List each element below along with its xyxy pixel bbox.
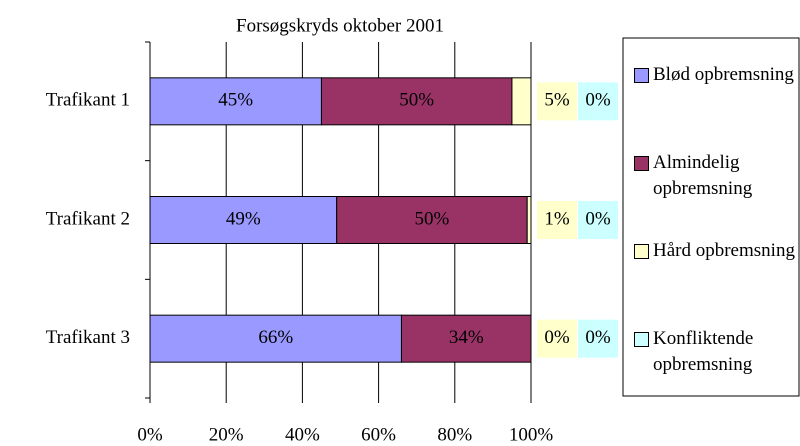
bar-segment <box>149 77 322 126</box>
data-label-bg <box>537 201 577 239</box>
bar-segment <box>320 77 513 126</box>
data-label-bg <box>537 319 577 358</box>
x-tick-label: 20% <box>209 424 244 445</box>
data-label-bg <box>578 82 618 121</box>
data-label: 50% <box>399 90 434 111</box>
data-label: 66% <box>258 327 293 348</box>
legend-label: Hård opbremsning <box>653 240 795 261</box>
chart-title: Forsøgskryds oktober 2001 <box>236 15 444 36</box>
data-label-bg <box>578 201 618 239</box>
y-tick-label: Trafikant 2 <box>46 208 130 229</box>
x-tick-label: 0% <box>137 424 163 445</box>
legend-label: Blød opbremsning <box>653 64 794 85</box>
data-label-bg <box>578 319 618 358</box>
bar-segment <box>511 77 532 126</box>
legend-item: Konfliktende opbremsning <box>634 326 798 378</box>
x-tick-label: 60% <box>361 424 396 445</box>
legend-label: Konfliktende opbremsning <box>653 328 754 375</box>
y-tick-label: Trafikant 3 <box>46 327 130 348</box>
legend-swatch <box>634 156 649 171</box>
data-label: 34% <box>449 327 484 348</box>
data-label: 1% <box>544 208 570 229</box>
x-tick-label: 40% <box>285 424 320 445</box>
y-tick-label: Trafikant 1 <box>46 90 130 111</box>
legend-item: Blød opbremsning <box>634 62 798 88</box>
x-tick-label: 100% <box>509 424 554 445</box>
bar-segment <box>400 314 532 363</box>
legend-label: Almindelig opbremsning <box>653 152 753 199</box>
legend-item: Hård opbremsning <box>634 238 798 264</box>
data-label: 0% <box>585 327 611 348</box>
bar-segment <box>526 196 532 244</box>
data-label: 0% <box>544 327 570 348</box>
legend-swatch <box>634 68 649 83</box>
legend-box <box>622 37 800 397</box>
legend-item: Almindelig opbremsning <box>634 150 798 202</box>
bar-segment <box>149 314 402 363</box>
data-label-bg <box>537 82 577 121</box>
data-label: 0% <box>585 90 611 111</box>
x-tick-label: 80% <box>437 424 472 445</box>
legend-swatch <box>634 244 649 259</box>
data-label: 50% <box>415 208 450 229</box>
data-label: 5% <box>544 90 570 111</box>
data-label: 0% <box>585 208 611 229</box>
data-label: 45% <box>218 90 253 111</box>
legend-swatch <box>634 332 649 347</box>
data-label: 49% <box>226 208 261 229</box>
